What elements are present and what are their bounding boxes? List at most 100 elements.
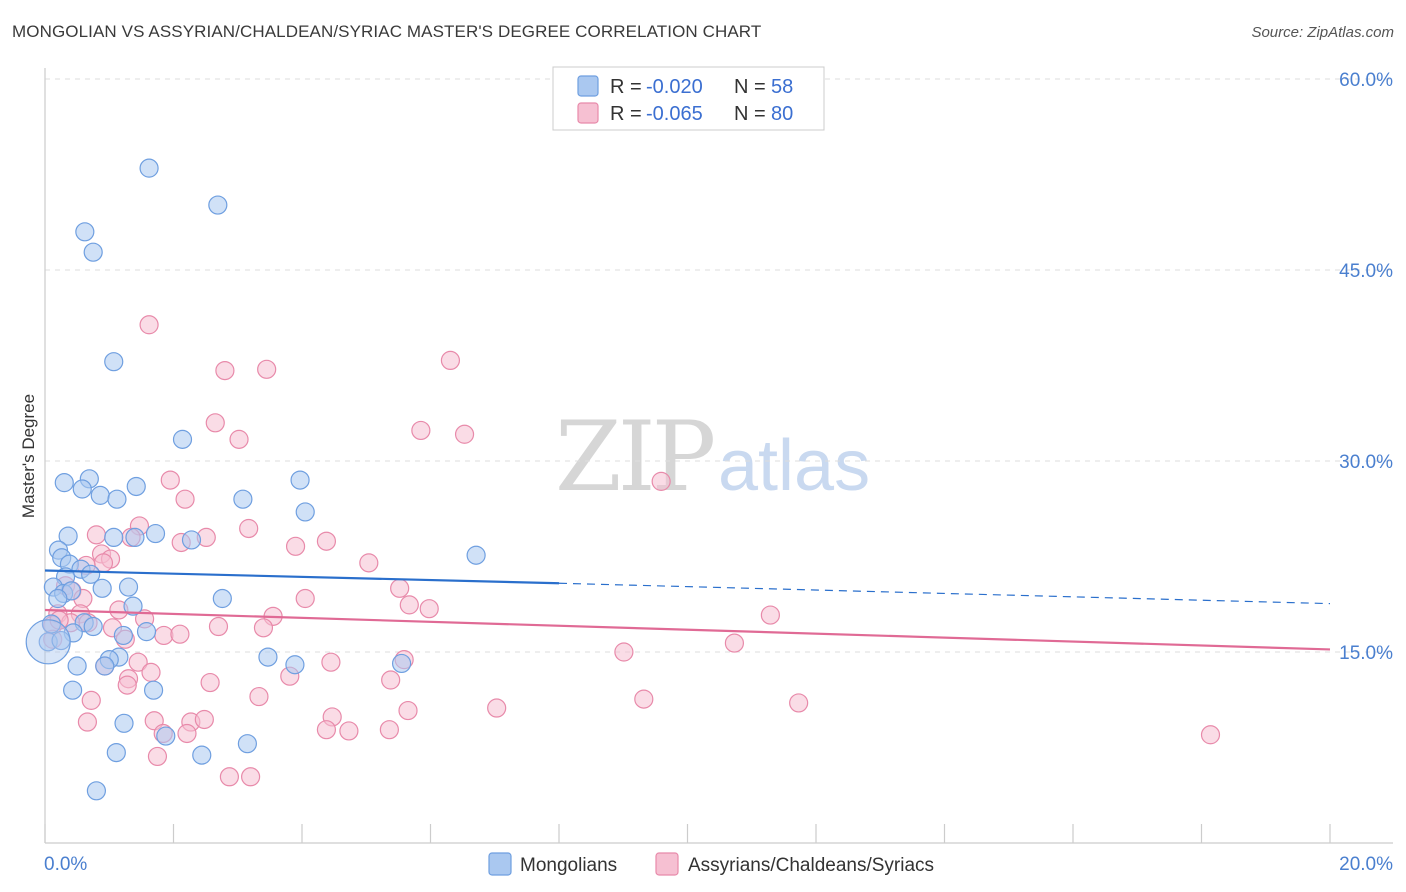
point-assyrians-11 (239, 518, 259, 539)
point-mongolians-54 (106, 742, 126, 763)
point-assyrians-16 (285, 536, 306, 556)
point-mongolians-45 (67, 656, 87, 676)
point-assyrians-74 (147, 746, 168, 767)
y-axis-title: Master's Degree (19, 394, 38, 518)
point-mongolians-13 (290, 470, 310, 490)
legend-n-value-2: 80 (771, 103, 793, 125)
watermark-atlas: atlas (718, 426, 870, 506)
point-assyrians-44 (170, 624, 190, 644)
point-mongolians-52 (156, 726, 176, 746)
point-mongolians-46 (95, 656, 115, 676)
chart-title: MONGOLIAN VS ASSYRIAN/CHALDEAN/SYRIAC MA… (12, 22, 762, 41)
point-mongolians-14 (295, 502, 315, 522)
stats-legend: R = -0.020 N = 58 R = -0.065 N = 80 (552, 66, 825, 131)
point-assyrians-61 (789, 693, 809, 713)
point-assyrians-58 (81, 690, 101, 710)
point-mongolians-9 (90, 485, 110, 505)
point-assyrians-43 (154, 625, 174, 646)
point-assyrians-3 (257, 359, 277, 379)
source-label: Source: ZipAtlas.com (1251, 24, 1394, 41)
point-mongolians-2 (75, 222, 95, 242)
point-assyrians-36 (760, 605, 780, 625)
watermark: ZIP atlas (555, 401, 870, 513)
point-assyrians-5 (411, 420, 431, 441)
point-mongolians-5 (172, 429, 193, 449)
point-assyrians-77 (1200, 725, 1221, 745)
point-assyrians-46 (724, 633, 745, 653)
point-assyrians-70 (339, 721, 359, 741)
point-assyrians-51 (321, 652, 341, 672)
legend-r-value-1: -0.020 (646, 76, 703, 98)
point-assyrians-6 (454, 424, 475, 444)
series-legend-label-mongolians: Mongolians (520, 855, 617, 876)
point-mongolians-4 (104, 352, 124, 372)
watermark-zip: ZIP (555, 401, 714, 513)
point-assyrians-2 (215, 360, 235, 381)
series-legend-swatch-mongolians (488, 852, 512, 876)
point-mongolians-51 (114, 713, 134, 733)
point-mongolians-16 (104, 527, 124, 548)
point-assyrians-69 (316, 720, 337, 740)
point-mongolians-19 (181, 530, 202, 550)
point-mongolians-34 (212, 588, 232, 609)
point-mongolians-3 (83, 242, 103, 262)
point-assyrians-60 (634, 689, 654, 709)
point-mongolians-0 (139, 158, 159, 178)
point-assyrians-76 (241, 767, 261, 787)
point-mongolians-12 (233, 489, 253, 509)
point-mongolians-53 (237, 734, 257, 754)
point-mongolians-49 (63, 680, 83, 700)
point-assyrians-67 (487, 698, 507, 718)
point-mongolians-37 (83, 616, 103, 637)
point-mongolians-31 (118, 577, 139, 597)
point-assyrians-7 (229, 429, 249, 449)
trend-lines (44, 569, 1331, 651)
legend-swatch-assyrians (577, 102, 599, 124)
point-mongolians-6 (54, 473, 74, 493)
point-assyrians-75 (219, 767, 239, 787)
legend-r-value-2: -0.065 (646, 103, 703, 125)
point-assyrians-56 (117, 675, 137, 695)
point-mongolians-10 (107, 489, 127, 509)
series-legend: Mongolians Assyrians/Chaldeans/Syriacs (488, 852, 934, 876)
point-assyrians-54 (141, 662, 161, 682)
point-assyrians-59 (249, 686, 269, 707)
point-mongolians-56 (86, 781, 107, 801)
point-assyrians-57 (381, 670, 401, 690)
point-mongolians-large (25, 619, 71, 665)
point-assyrians-65 (194, 709, 214, 730)
point-assyrians-23 (359, 553, 379, 573)
point-assyrians-8 (651, 471, 671, 491)
trend-line-assyrians (44, 608, 1331, 651)
point-assyrians-9 (160, 470, 180, 490)
legend-r-label-2: R = (610, 103, 642, 125)
point-mongolians-32 (48, 588, 68, 609)
y-tick-labels: 15.0% 30.0% 45.0% 60.0% (1339, 70, 1393, 664)
legend-n-label-1: N = (734, 76, 766, 98)
point-mongolians-15 (58, 526, 78, 546)
series-legend-swatch-assyrians (655, 852, 679, 876)
point-mongolians-50 (143, 680, 164, 700)
point-mongolians-17 (125, 527, 145, 548)
point-assyrians-49 (128, 652, 148, 672)
trend-line-mongolians (44, 569, 560, 585)
point-mongolians-47 (285, 655, 305, 675)
point-mongolians-55 (192, 745, 212, 765)
y-tick-label-30: 30.0% (1339, 452, 1393, 473)
axes (44, 68, 1393, 844)
point-assyrians-26 (390, 578, 410, 598)
point-mongolians-8 (72, 479, 92, 499)
trend-line-mongolians-extension (558, 582, 1331, 605)
point-assyrians-1 (440, 350, 461, 371)
point-mongolians-30 (92, 578, 112, 598)
point-mongolians-20 (466, 545, 486, 565)
point-assyrians-0 (139, 315, 159, 335)
series-legend-label-assyrians: Assyrians/Chaldeans/Syriacs (688, 855, 934, 876)
x-tick-label-max: 20.0% (1339, 854, 1393, 875)
point-mongolians-25 (81, 564, 101, 584)
point-assyrians-55 (200, 672, 220, 693)
x-ticks (44, 824, 1331, 843)
y-tick-label-15: 15.0% (1339, 643, 1393, 664)
